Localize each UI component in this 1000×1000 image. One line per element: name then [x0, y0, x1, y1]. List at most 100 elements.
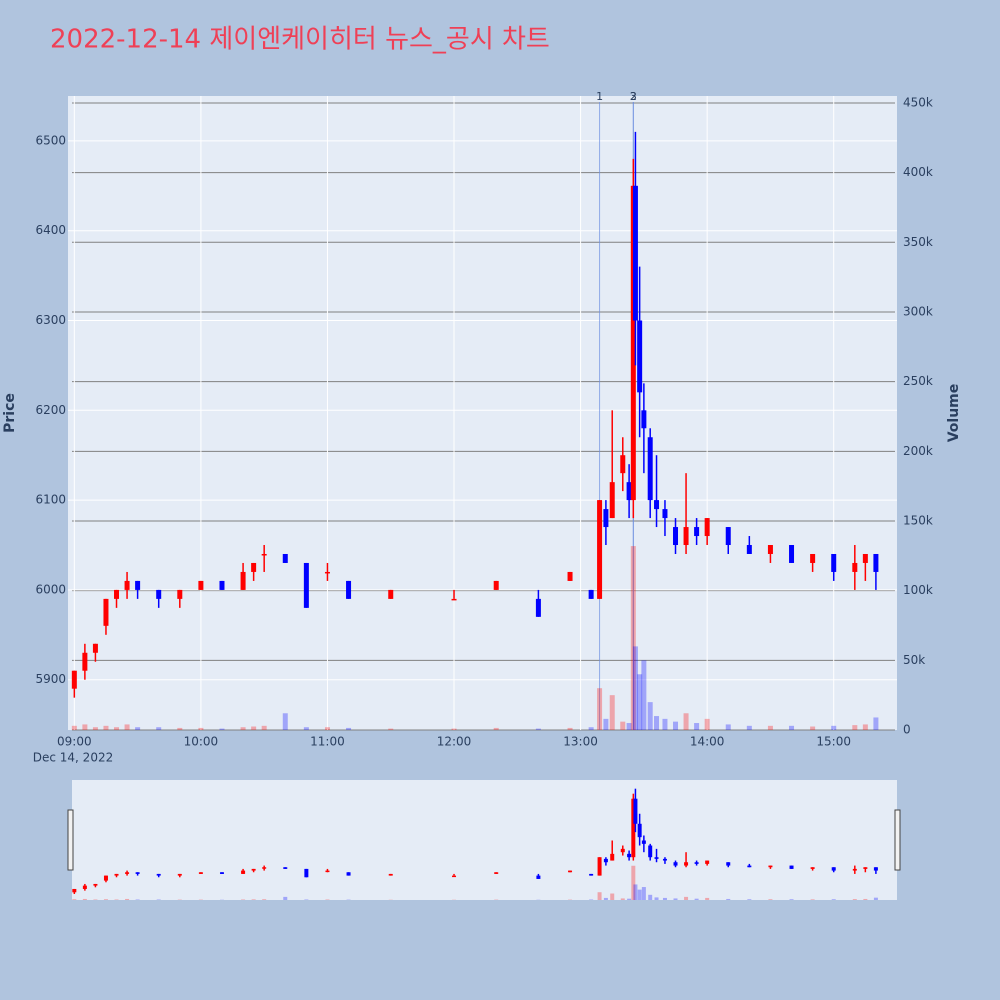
candle-body — [198, 580, 204, 590]
mini-volume-bar — [747, 899, 752, 900]
candle-body — [620, 455, 626, 474]
candle-body — [704, 518, 710, 537]
volume-bar — [694, 723, 700, 730]
candle-body — [641, 410, 647, 429]
candle-body — [852, 562, 858, 572]
mini-volume-bar — [325, 899, 330, 900]
range-handle[interactable] — [894, 809, 901, 871]
mini-candle-body — [177, 873, 182, 876]
volume-bar — [654, 716, 660, 730]
candle-body — [103, 598, 109, 626]
mini-volume-bar — [603, 897, 608, 900]
volume-bar — [135, 727, 141, 730]
volume-bar — [451, 728, 457, 730]
volume-bar — [637, 674, 643, 730]
mini-volume-bar — [852, 899, 857, 900]
mini-volume-bar — [831, 899, 836, 900]
y2-tick-label: 450k — [903, 95, 933, 109]
y2-tick-label: 100k — [903, 583, 933, 597]
mini-candle-body — [852, 868, 857, 871]
mini-volume-bar — [863, 898, 868, 900]
candle-body — [324, 571, 330, 574]
volume-bar — [704, 718, 710, 730]
mini-candle-body — [219, 872, 224, 874]
volume-bar — [103, 725, 109, 730]
mini-volume-bar — [82, 898, 87, 900]
volume-bar — [810, 726, 816, 730]
candle-body — [493, 580, 499, 590]
y2-tick-label: 350k — [903, 235, 933, 249]
mini-volume-bar — [93, 899, 98, 900]
mini-candle-body — [283, 867, 288, 869]
mini-candle-body — [641, 840, 646, 844]
candle-body — [346, 580, 352, 599]
mini-volume-bar — [705, 897, 710, 900]
candle-body — [683, 527, 689, 546]
volume-bar — [493, 727, 499, 730]
mini-candle-body — [620, 848, 625, 853]
x-tick-label: 11:00 — [310, 735, 345, 749]
candle-body — [767, 545, 773, 554]
candle-body — [567, 571, 573, 581]
candle-body — [662, 509, 668, 519]
volume-bar — [767, 725, 773, 730]
candle-body — [746, 545, 752, 554]
y2-tick-label: 150k — [903, 513, 933, 527]
y-tick-label: 6400 — [35, 223, 66, 237]
candle-body — [135, 580, 141, 590]
mini-candle-body — [156, 873, 161, 876]
mini-candle-body — [82, 885, 87, 889]
volume-bar — [597, 688, 603, 730]
volume-bar — [346, 727, 352, 730]
mini-candle-body — [684, 862, 689, 866]
mini-volume-bar — [673, 898, 678, 900]
mini-volume-bar — [304, 899, 309, 900]
volume-bar — [603, 718, 609, 730]
y2-tick-label: 250k — [903, 374, 933, 388]
volume-bar — [567, 727, 573, 730]
y2-tick-label: 200k — [903, 444, 933, 458]
mini-candle-body — [494, 872, 499, 874]
mini-volume-bar — [684, 896, 689, 900]
candle-body — [673, 527, 679, 546]
mini-volume-bar — [648, 894, 653, 900]
mini-volume-bar — [694, 898, 699, 900]
mini-candle-body — [125, 872, 130, 874]
volume-bar — [831, 725, 837, 730]
mini-candle-body — [627, 853, 632, 858]
candle-body — [240, 571, 246, 590]
y-tick-label: 6000 — [35, 582, 66, 596]
mini-candle-body — [241, 870, 246, 874]
volume-bar — [251, 726, 257, 730]
mini-candle-body — [346, 872, 351, 876]
volume-bar — [282, 713, 288, 730]
mini-candle-body — [93, 883, 98, 886]
annotation-label: 1 — [596, 90, 603, 103]
mini-volume-bar — [810, 899, 815, 900]
candle-body — [632, 185, 638, 321]
mini-volume-bar — [654, 897, 659, 900]
candle-body — [862, 553, 868, 563]
volume-bar — [852, 725, 858, 730]
volume-bar — [388, 728, 394, 730]
candle-body — [82, 652, 88, 671]
mini-candle-body — [536, 875, 541, 879]
mini-candle-body — [589, 873, 594, 876]
mini-candle-body — [135, 872, 140, 874]
volume-bar — [114, 727, 120, 730]
y2-tick-label: 300k — [903, 304, 933, 318]
mini-candle-body — [747, 865, 752, 868]
volume-bar — [647, 702, 653, 730]
annotation-label: 3 — [630, 90, 637, 103]
mini-volume-bar — [283, 896, 288, 900]
mini-candle-body — [325, 870, 330, 873]
y2-axis-title: Volume — [946, 384, 962, 443]
mini-candle-body — [72, 888, 77, 893]
mini-candle-body — [873, 867, 878, 871]
volume-bar — [92, 727, 98, 730]
range-handle[interactable] — [67, 809, 74, 871]
y-axis-title: Price — [2, 393, 18, 433]
range-slider[interactable] — [72, 780, 897, 900]
volume-bar — [198, 727, 204, 730]
